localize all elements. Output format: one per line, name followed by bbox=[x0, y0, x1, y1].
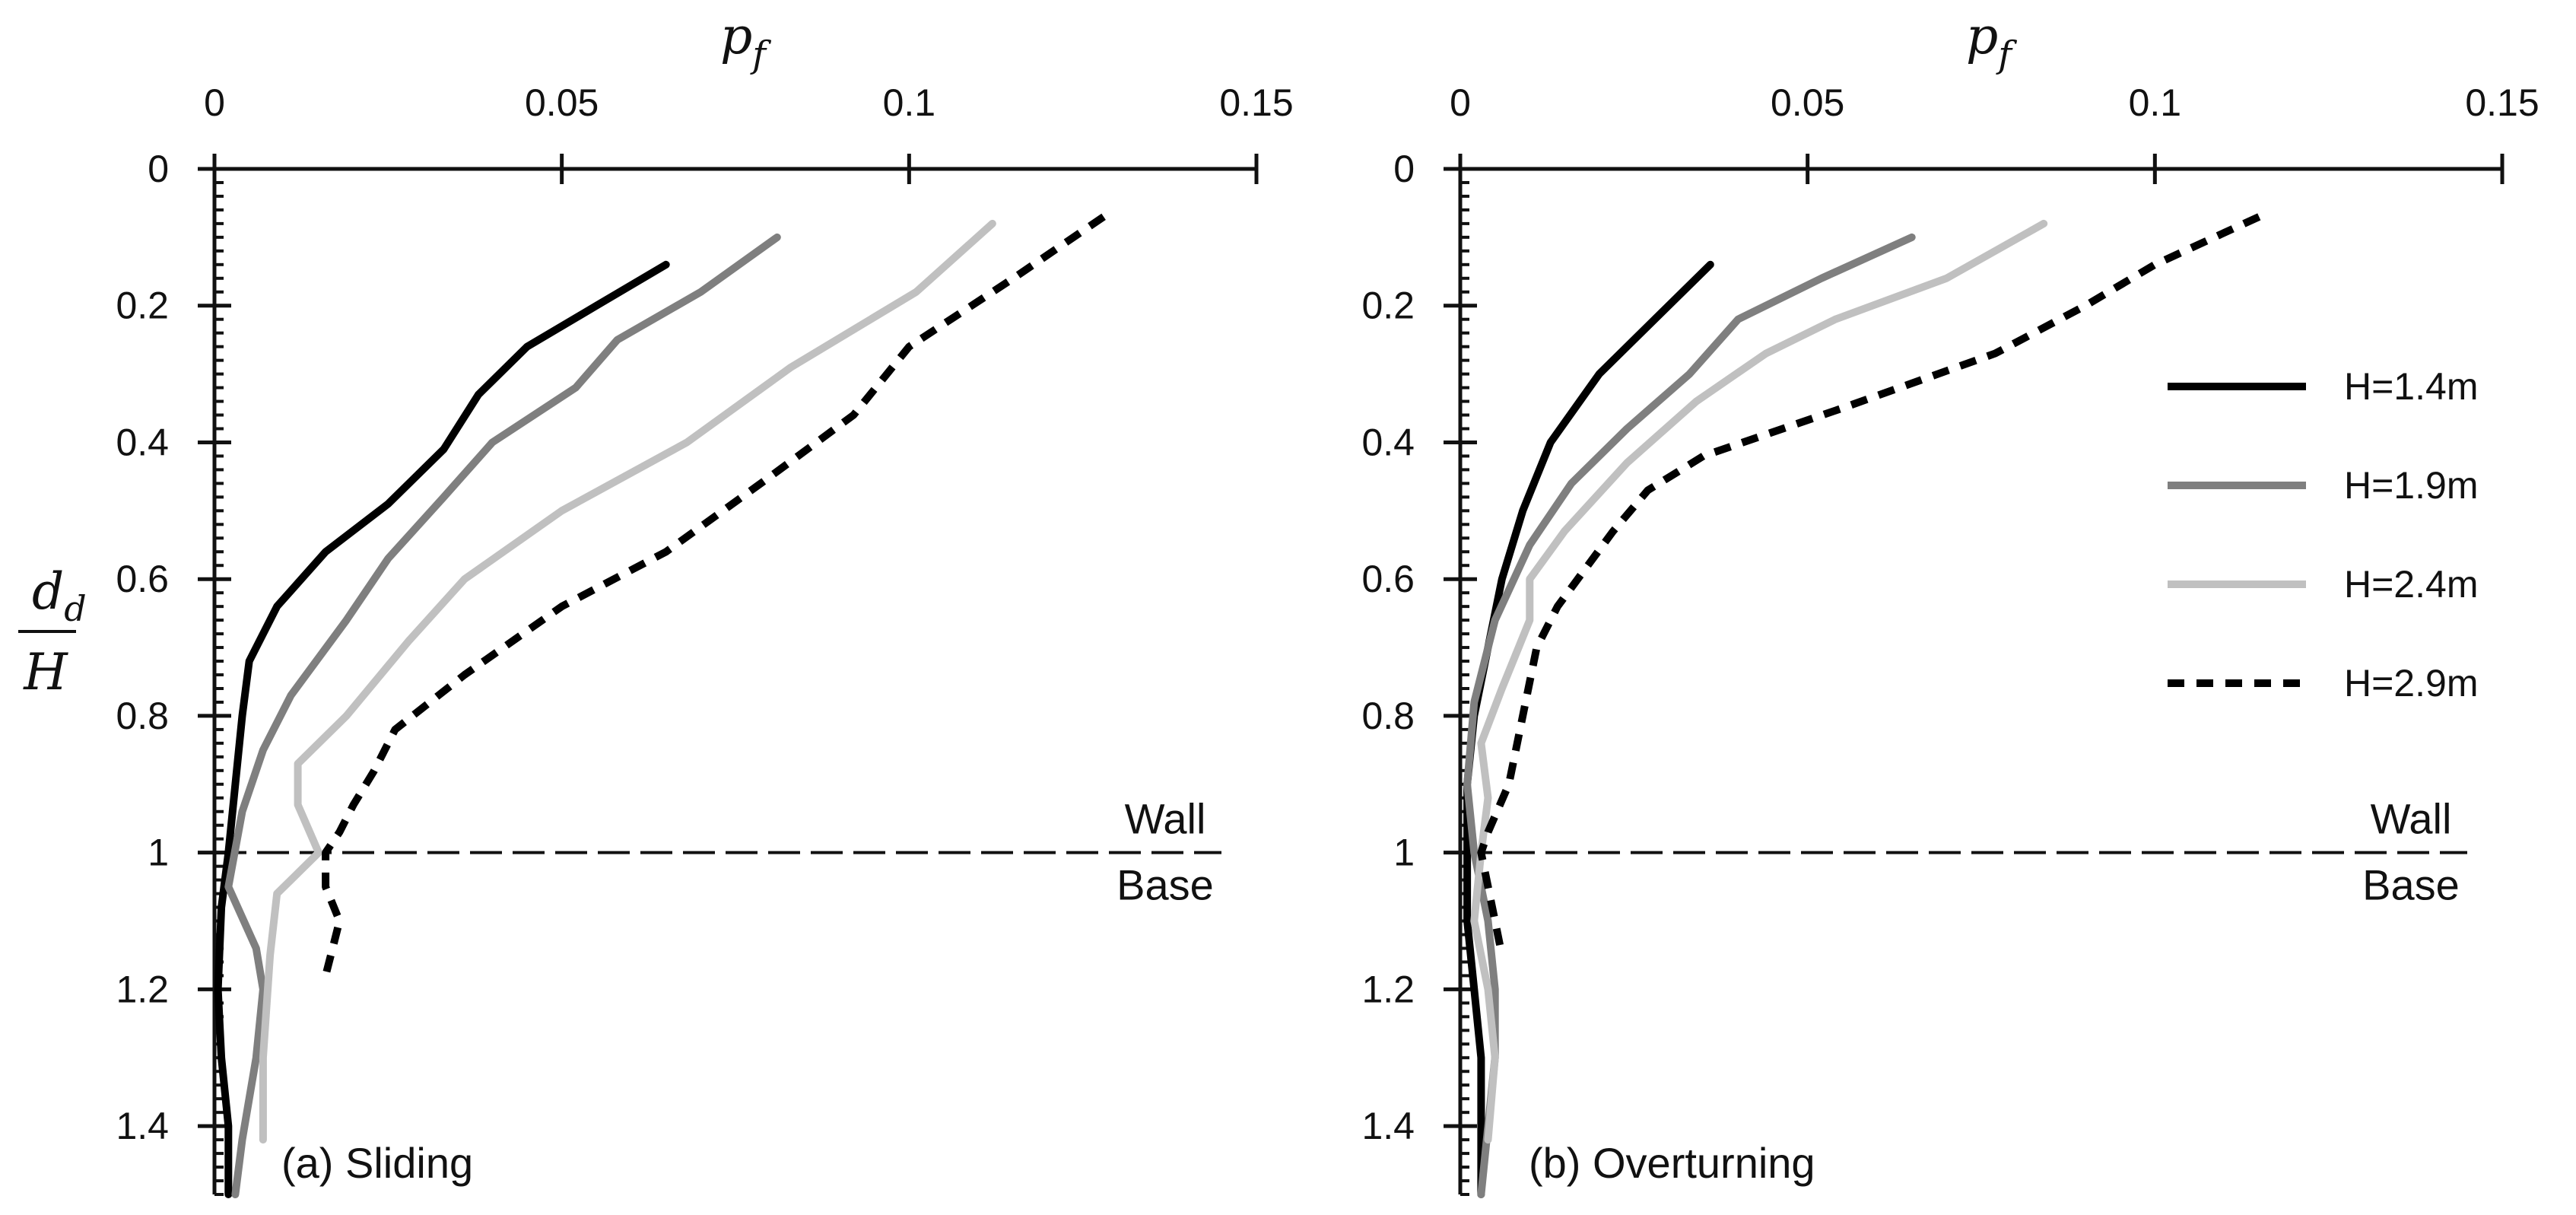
series-line-h-2-9m bbox=[322, 213, 1106, 977]
x-tick-label: 0.05 bbox=[525, 81, 599, 124]
x-axis-title-sub: f bbox=[750, 33, 771, 76]
series-line-h-1-9m bbox=[224, 233, 781, 1198]
y-tick-label: 0.2 bbox=[1361, 285, 1415, 327]
x-tick-label: 0 bbox=[204, 81, 225, 124]
panel-caption: (a) Sliding bbox=[281, 1139, 473, 1187]
y-axis-title-num-main: d bbox=[32, 562, 64, 621]
y-tick-label: 1 bbox=[148, 832, 169, 874]
y-tick-label: 1.4 bbox=[1361, 1105, 1415, 1147]
x-tick-label: 0 bbox=[1450, 81, 1471, 124]
y-tick-label: 0.8 bbox=[1361, 695, 1415, 737]
x-tick-label: 0.1 bbox=[883, 81, 936, 124]
x-tick-label: 0.05 bbox=[1771, 81, 1844, 124]
y-tick-label: 0.4 bbox=[1361, 421, 1415, 463]
y-tick-label: 1 bbox=[1393, 832, 1415, 874]
x-axis-title-sub: f bbox=[1996, 33, 2017, 76]
y-tick-label: 0.6 bbox=[116, 558, 169, 600]
series-line-h-2-9m bbox=[1477, 213, 2261, 956]
y-tick-label: 0 bbox=[148, 148, 169, 190]
base-label: Base bbox=[2362, 861, 2460, 909]
x-axis-title: pf bbox=[720, 7, 771, 76]
legend-label: H=2.4m bbox=[2344, 563, 2478, 606]
series-line-h-2-4m bbox=[259, 219, 996, 1144]
series-line-h-1-9m bbox=[1463, 233, 1916, 1198]
chart-panel-overturning: 0 0.05 0.1 0.15 0 0.2 0.4 0.6 0.8 1 1.2 1.4 pf Wall Ba… bbox=[1361, 7, 2539, 1198]
legend: H=1.4m H=1.9m H=2.4m H=2.9m bbox=[2168, 365, 2478, 705]
legend-label: H=2.9m bbox=[2344, 662, 2478, 705]
wall-label: Wall bbox=[1125, 795, 1206, 843]
series-line-h-1-4m bbox=[1463, 260, 1714, 1198]
legend-label: H=1.9m bbox=[2344, 464, 2478, 507]
y-axis-title: ddH bbox=[18, 562, 87, 701]
x-axis-title-main: p bbox=[1966, 7, 1998, 65]
x-axis-title: pf bbox=[1966, 7, 2017, 76]
series-line-h-2-4m bbox=[1470, 219, 2048, 1144]
y-axis-title-num-sub: d bbox=[64, 588, 86, 629]
base-label: Base bbox=[1116, 861, 1214, 909]
y-axis-title-denominator: H bbox=[23, 643, 68, 701]
legend-label: H=1.4m bbox=[2344, 365, 2478, 408]
y-tick-label: 0.8 bbox=[116, 695, 169, 737]
y-tick-label: 1.4 bbox=[116, 1105, 169, 1147]
chart-panel-sliding: 0 0.05 0.1 0.15 0 0.2 0.4 0.6 0.8 1 1.2 1.4 pf Wall Ba… bbox=[116, 7, 1294, 1198]
y-tick-label: 0.6 bbox=[1361, 558, 1415, 600]
x-tick-label: 0.15 bbox=[1219, 81, 1293, 124]
x-tick-label: 0.1 bbox=[2129, 81, 2182, 124]
y-tick-label: 0.4 bbox=[116, 421, 169, 463]
y-tick-label: 0 bbox=[1393, 148, 1415, 190]
y-tick-label: 0.2 bbox=[116, 285, 169, 327]
wall-label: Wall bbox=[2371, 795, 2452, 843]
y-tick-label: 1.2 bbox=[1361, 968, 1415, 1010]
y-axis-title-numerator: dd bbox=[32, 562, 87, 629]
x-axis-title-main: p bbox=[720, 7, 752, 65]
panel-caption: (b) Overturning bbox=[1529, 1139, 1815, 1187]
y-tick-label: 1.2 bbox=[116, 968, 169, 1010]
x-tick-label: 0.15 bbox=[2465, 81, 2539, 124]
series-line-h-1-4m bbox=[214, 260, 670, 1198]
